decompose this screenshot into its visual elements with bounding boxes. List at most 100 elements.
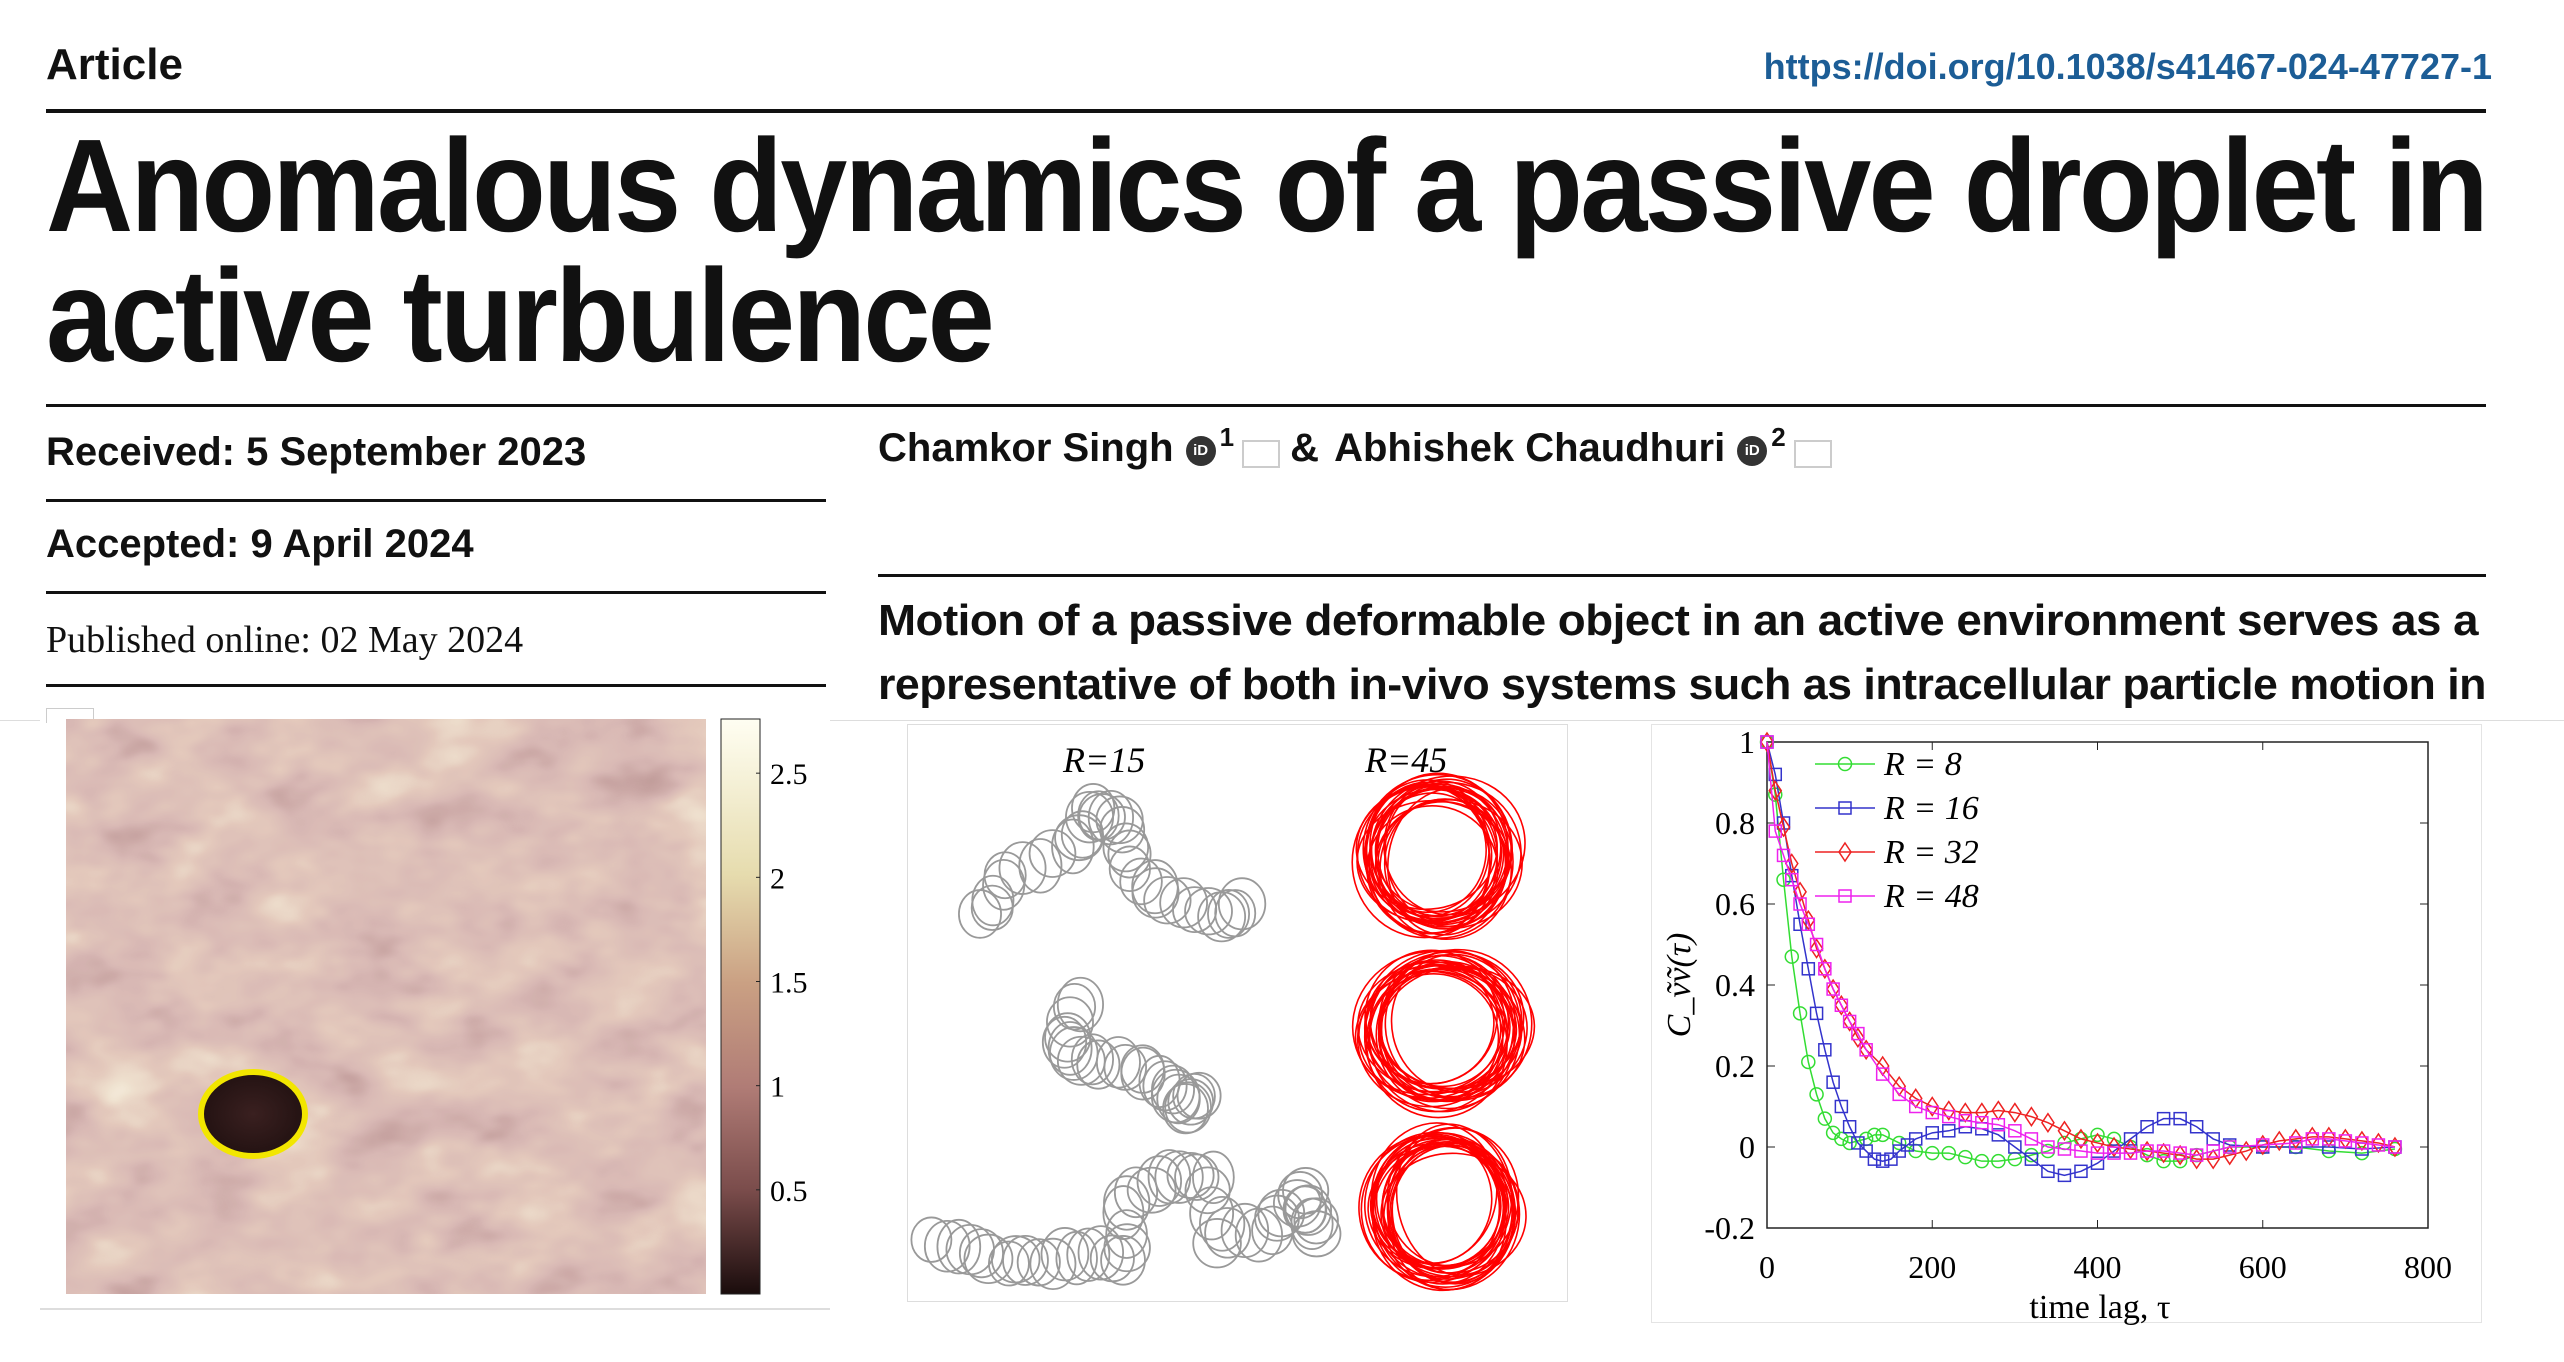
droplet-contour bbox=[1174, 1153, 1220, 1201]
trajectory-figure: R=15 R=45 bbox=[910, 740, 1536, 1292]
trajectories bbox=[910, 772, 1536, 1292]
droplet-contour bbox=[1164, 1081, 1212, 1134]
colorbar-tick-label: 2 bbox=[770, 862, 785, 895]
label-r15: R=15 bbox=[1062, 740, 1145, 780]
author-name[interactable]: Abhishek Chaudhuri bbox=[1334, 426, 1726, 470]
trajectory-r45-1 bbox=[1351, 772, 1526, 940]
heatmap-figure: 2.5 2 1.5 1 0.5 bbox=[66, 718, 808, 1295]
article-type-label: Article bbox=[46, 40, 183, 89]
colorbar bbox=[720, 718, 761, 1295]
droplet-contour bbox=[1052, 982, 1097, 1031]
trajectory-r15-1 bbox=[958, 783, 1267, 943]
droplet-contour bbox=[1131, 867, 1180, 919]
orcid-icon[interactable]: iD bbox=[1185, 436, 1216, 466]
overlay-edge bbox=[0, 720, 2564, 721]
title-line-1: Anomalous dynamics of a passive droplet … bbox=[46, 112, 2489, 259]
droplet-contour bbox=[1102, 1185, 1145, 1240]
droplet-contour bbox=[1066, 1227, 1111, 1282]
title-rule bbox=[46, 404, 2486, 407]
droplet-contour bbox=[1100, 1235, 1146, 1286]
droplet-contour bbox=[1113, 1166, 1159, 1219]
droplet-contour bbox=[971, 874, 1015, 927]
droplet-contour bbox=[1184, 1166, 1231, 1215]
droplet-contour bbox=[1143, 876, 1192, 925]
droplet-contour bbox=[1214, 889, 1257, 938]
droplet-contour bbox=[1060, 810, 1104, 859]
trajectory-r15-3 bbox=[910, 1149, 1342, 1290]
droplet-contour bbox=[1284, 1184, 1327, 1234]
droplet-contour bbox=[988, 1240, 1030, 1287]
droplet-contour bbox=[1192, 1150, 1235, 1205]
droplet-contour bbox=[1002, 1234, 1049, 1286]
droplet-contour bbox=[1370, 775, 1526, 918]
droplet-contour bbox=[1099, 806, 1146, 854]
droplet-contour bbox=[982, 858, 1026, 911]
droplet-contour bbox=[1028, 829, 1077, 878]
droplet-contour bbox=[936, 1218, 982, 1275]
colorbar-tick-label: 2.5 bbox=[770, 758, 808, 791]
droplet-contour bbox=[1375, 788, 1503, 921]
droplet-contour bbox=[910, 1216, 953, 1263]
droplet-contour bbox=[1184, 887, 1233, 936]
droplet-contour bbox=[1095, 1036, 1141, 1089]
date-rule bbox=[46, 684, 826, 687]
droplet-contour bbox=[1293, 1197, 1339, 1245]
droplet-contour bbox=[1375, 960, 1521, 1110]
abstract-rule bbox=[878, 574, 2486, 577]
droplet-contour bbox=[1046, 996, 1094, 1048]
author-separator: & bbox=[1290, 426, 1331, 470]
droplet-contour bbox=[1136, 1155, 1183, 1207]
droplet-contour bbox=[1176, 1071, 1222, 1120]
droplet-contour bbox=[1369, 781, 1522, 928]
droplet-contour bbox=[1167, 1078, 1215, 1126]
colorbar-tick-label: 0.5 bbox=[770, 1175, 808, 1208]
droplet-contour bbox=[1282, 1167, 1330, 1215]
droplet-contour bbox=[1126, 1166, 1177, 1214]
header-rule bbox=[46, 109, 2486, 113]
droplet-contour bbox=[1199, 1195, 1246, 1252]
droplet-contour bbox=[1204, 1207, 1252, 1259]
droplet-contour bbox=[1051, 818, 1095, 875]
affiliation-number: 1 bbox=[1219, 422, 1235, 452]
droplet-contour bbox=[1018, 838, 1063, 894]
doi-link[interactable]: https://doi.org/10.1038/s41467-024-47727… bbox=[1763, 46, 2492, 87]
droplet-contour bbox=[1368, 792, 1493, 923]
droplet-contour bbox=[1076, 1039, 1121, 1090]
droplet-contour bbox=[1056, 976, 1104, 1033]
droplet-contour bbox=[1367, 1145, 1510, 1270]
droplet-contour bbox=[963, 1233, 1014, 1285]
trajectory-r15-2 bbox=[1041, 976, 1222, 1135]
chart-figure-panel bbox=[1651, 724, 2482, 1323]
abstract-line: Motion of a passive deformable object in… bbox=[878, 596, 2479, 645]
droplet-contour bbox=[1356, 786, 1499, 924]
droplet-contour bbox=[1372, 1138, 1519, 1280]
colorbar-tick-label: 1.5 bbox=[770, 967, 808, 1000]
author-name[interactable]: Chamkor Singh bbox=[878, 426, 1174, 470]
envelope-icon[interactable] bbox=[1242, 440, 1281, 468]
title-line-2: active turbulence bbox=[46, 242, 995, 389]
droplet-contour bbox=[1150, 1068, 1201, 1124]
droplet-contour bbox=[1077, 1225, 1125, 1281]
droplet-contour bbox=[1217, 877, 1267, 931]
trajectory-r45-3 bbox=[1358, 1122, 1527, 1292]
colorbar-ticks: 2.5 2 1.5 1 0.5 bbox=[756, 758, 808, 1208]
droplet-contour bbox=[1102, 822, 1150, 873]
droplet-contour bbox=[1378, 955, 1506, 1088]
droplet-contour bbox=[1070, 1033, 1115, 1086]
orcid-icon[interactable]: iD bbox=[1737, 436, 1768, 466]
droplet-contour bbox=[1369, 951, 1525, 1090]
droplet-contour bbox=[1383, 798, 1507, 930]
received-date: Received: 5 September 2023 bbox=[46, 430, 587, 474]
droplet-contour bbox=[1162, 1083, 1209, 1135]
droplet-contour bbox=[1047, 1021, 1093, 1076]
droplet-contour bbox=[1119, 857, 1163, 906]
droplet-contour bbox=[1166, 1151, 1215, 1199]
droplet-contour bbox=[1354, 968, 1511, 1096]
abstract-line: representative of both in-vivo systems s… bbox=[878, 660, 2487, 709]
date-rule bbox=[46, 499, 826, 502]
droplet-contour bbox=[1029, 1237, 1077, 1290]
envelope-icon[interactable] bbox=[1793, 440, 1832, 468]
author-list: Chamkor Singh iD 1 & Abhishek Chaudhuri … bbox=[878, 422, 1838, 471]
droplet-contour bbox=[998, 841, 1047, 895]
droplet-contour bbox=[1192, 1218, 1242, 1269]
